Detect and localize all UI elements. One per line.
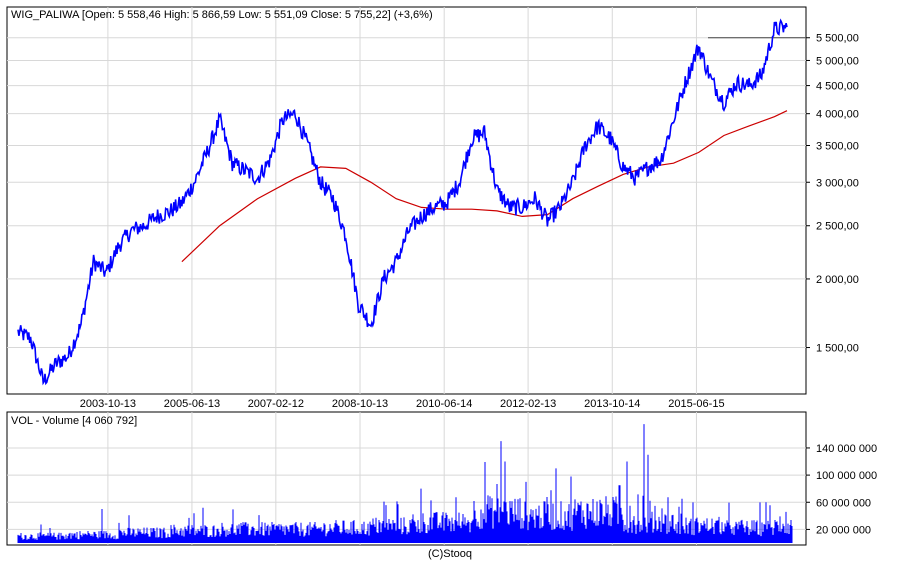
x-tick-label: 2007-02-12 <box>248 398 304 410</box>
x-tick-label: 2012-02-13 <box>500 398 556 410</box>
volume-bars <box>17 424 793 543</box>
price-tick-label: 2 000,00 <box>816 274 859 286</box>
price-tick-label: 4 500,00 <box>816 81 859 93</box>
x-tick-label: 2008-10-13 <box>332 398 388 410</box>
volume-tick-label: 140 000 000 <box>816 443 877 455</box>
x-tick-label: 2013-10-14 <box>584 398 640 410</box>
price-tick-label: 5 500,00 <box>816 33 859 45</box>
volume-panel: 20 000 000 60 000 000 100 000 000 140 000 0… <box>6 411 877 546</box>
price-tick-label: 1 500,00 <box>816 343 859 355</box>
price-tick-label: 2 500,00 <box>816 221 859 233</box>
volume-y-axis: 20 000 000 60 000 000 100 000 000 140 000 0… <box>806 443 877 536</box>
price-tick-label: 3 500,00 <box>816 141 859 153</box>
volume-tick-label: 60 000 000 <box>816 497 871 509</box>
time-x-axis: 2003-10-13 2005-06-13 2007-02-12 2008-10-13… <box>80 398 725 410</box>
price-panel-frame <box>6 6 807 395</box>
price-tick-label: 3 000,00 <box>816 177 859 189</box>
price-line <box>17 18 788 386</box>
x-tick-label: 2005-06-13 <box>164 398 220 410</box>
x-tick-label: 2010-06-14 <box>416 398 472 410</box>
price-panel: 1 500,00 2 000,00 2 500,00 3 000,00 3 500,00… <box>6 6 859 410</box>
x-tick-label: 2015-06-15 <box>668 398 724 410</box>
chart-credit: (C)Stooq <box>427 548 473 560</box>
volume-tick-label: 20 000 000 <box>816 524 871 536</box>
volume-panel-header: VOL - Volume [4 060 792] <box>11 415 137 427</box>
price-tick-label: 4 000,00 <box>816 109 859 121</box>
x-tick-label: 2003-10-13 <box>80 398 136 410</box>
volume-tick-label: 100 000 000 <box>816 470 877 482</box>
price-y-axis: 1 500,00 2 000,00 2 500,00 3 000,00 3 500,00… <box>806 33 859 355</box>
price-panel-header: WIG_PALIWA [Open: 5 558,46 High: 5 866,5… <box>11 9 433 21</box>
price-tick-label: 5 000,00 <box>816 55 859 67</box>
